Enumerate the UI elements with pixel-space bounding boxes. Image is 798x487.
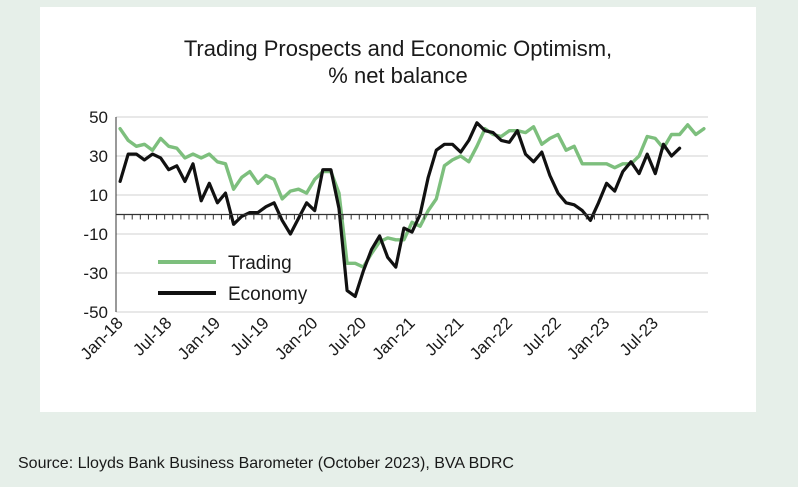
y-tick-label: -30 — [83, 264, 108, 283]
legend-label-trading: Trading — [228, 253, 292, 274]
y-tick-label: 10 — [89, 186, 108, 205]
chart-title-line-2: % net balance — [328, 63, 467, 88]
x-tick-label: Jan-20 — [271, 313, 321, 363]
y-tick-label: -10 — [83, 225, 108, 244]
source-note: Source: Lloyds Bank Business Barometer (… — [18, 455, 514, 472]
x-tick-label: Jul-20 — [324, 313, 370, 359]
y-tick-label: 30 — [89, 147, 108, 166]
x-tick-label: Jul-22 — [519, 313, 565, 359]
x-tick-label: Jan-23 — [563, 313, 613, 363]
y-tick-labels: 50 30 10 -10 -30 -50 — [83, 108, 108, 322]
series-line-trading — [118, 123, 706, 269]
x-tick-label: Jan-21 — [369, 313, 419, 363]
legend-label-economy: Economy — [228, 284, 308, 305]
x-tick-label: Jul-19 — [227, 313, 273, 359]
y-tick-label: -50 — [83, 303, 108, 322]
x-tick-label: Jan-22 — [466, 313, 516, 363]
x-tick-label: Jul-21 — [421, 313, 467, 359]
x-tick-label: Jul-18 — [129, 313, 175, 359]
y-tick-label: 50 — [89, 108, 108, 127]
chart-panel: Trading Prospects and Economic Optimism,… — [40, 7, 756, 412]
chart-title: Trading Prospects and Economic Optimism,… — [184, 36, 612, 88]
x-tick-label: Jul-23 — [616, 313, 662, 359]
series-line-economy — [118, 121, 682, 298]
axes — [115, 117, 709, 312]
series-lines — [118, 121, 706, 298]
legend: Trading Economy — [158, 253, 308, 305]
x-tick-label: Jan-19 — [174, 313, 224, 363]
chart-title-line-1: Trading Prospects and Economic Optimism, — [184, 36, 612, 61]
line-chart: Trading Prospects and Economic Optimism,… — [77, 36, 709, 364]
